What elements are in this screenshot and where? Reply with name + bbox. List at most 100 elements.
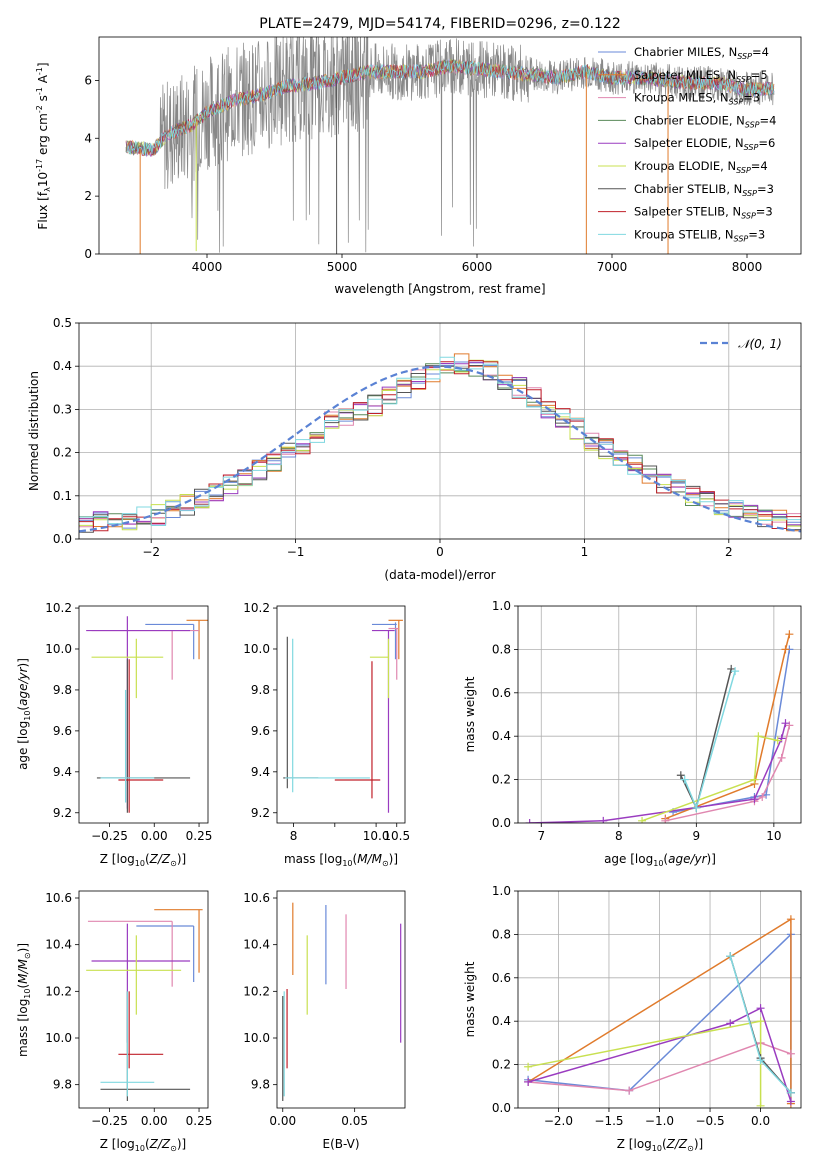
x-axis-label: (data-model)/error: [384, 568, 495, 582]
plot-area-z-age: [86, 616, 208, 813]
weight-series-line: [528, 1042, 792, 1092]
y-tick-label: 10.6: [45, 891, 72, 905]
x-tick-label: 0.00: [269, 1114, 296, 1128]
weight-series-line: [641, 735, 778, 822]
weight-point-marker: [785, 630, 794, 639]
y-tick-label: 9.2: [53, 806, 72, 820]
y-tick-label: 0.2: [492, 1058, 511, 1072]
chart-title: PLATE=2479, MJD=54174, FIBERID=0296, z=0…: [259, 16, 621, 32]
y-tick-label: 1.0: [492, 884, 511, 898]
legend-entry-label: Salpeter STELIB, NSSP=3: [634, 205, 773, 221]
weight-point-marker: [638, 816, 647, 823]
y-tick-label: 9.8: [53, 683, 72, 697]
weight-point-marker: [599, 816, 608, 823]
x-tick-label: −0.5: [695, 1114, 724, 1128]
y-axis-label: mass weight: [463, 961, 477, 1037]
y-tick-label: 0.0: [492, 1101, 511, 1115]
axes-frame: [517, 890, 802, 1109]
y-tick-label: 10.4: [243, 938, 270, 952]
weight-point-marker: [756, 1017, 765, 1026]
y-tick-label: 0.3: [53, 402, 72, 416]
x-axis-label: Z [log10(Z/Z⊙)]: [617, 1137, 703, 1153]
y-axis-label: age [log10(age/yr)]: [16, 658, 32, 770]
legend-entry-label: Kroupa STELIB, NSSP=3: [634, 227, 765, 243]
y-tick-label: 10.4: [45, 938, 72, 952]
chart-z-age: −0.25 0.00 0.25 9.2 9.4 9.6 9.8 10.0 10.2 Z [log1…: [16, 601, 212, 868]
axes-frame: [276, 890, 406, 1109]
legend-entry-label: Chabrier ELODIE, NSSP=4: [634, 113, 776, 129]
weight-point-marker: [750, 775, 759, 784]
weight-point-marker: [786, 1097, 795, 1106]
y-tick-label: 10.2: [45, 984, 72, 998]
x-tick-label: 10.0: [363, 829, 390, 843]
y-tick-label: 0.2: [53, 446, 72, 460]
normal-curve: [79, 365, 801, 533]
x-axis-label: mass [log10(M/M⊙)]: [284, 852, 398, 868]
legend-entry-label: Salpeter MILES, NSSP=5: [634, 68, 768, 84]
y-tick-label: 9.6: [251, 724, 270, 738]
weight-series-line: [665, 634, 791, 820]
residual-histogram: [79, 356, 801, 526]
y-tick-label: 9.6: [53, 724, 72, 738]
x-tick-label: 1: [581, 545, 589, 559]
x-tick-label: 0.0: [751, 1114, 770, 1128]
weight-point-marker: [758, 792, 767, 801]
weight-point-marker: [524, 1062, 533, 1071]
y-tick-label: 0.4: [53, 359, 72, 373]
y-tick-label: 9.2: [251, 806, 270, 820]
y-tick-label: 9.8: [251, 683, 270, 697]
x-tick-label: 6000: [462, 260, 493, 274]
x-tick-label: −1.0: [645, 1114, 674, 1128]
y-tick-label: 9.4: [251, 765, 270, 779]
legend-entry-label: Kroupa ELODIE, NSSP=4: [634, 159, 768, 175]
y-tick-label: 10.0: [45, 1031, 72, 1045]
x-tick-label: 4000: [192, 260, 223, 274]
weight-series-line: [527, 1020, 762, 1106]
y-tick-label: 0.8: [492, 927, 511, 941]
x-tick-label: 8: [615, 829, 623, 843]
model-spectrum-line: [125, 59, 775, 157]
axes-frame: [276, 605, 406, 824]
x-tick-label: −1.5: [594, 1114, 623, 1128]
x-tick-label: 0: [436, 545, 444, 559]
weight-series-line: [529, 723, 787, 823]
plot-area-z-mass: [86, 909, 203, 1101]
x-axis-label: wavelength [Angstrom, rest frame]: [334, 282, 545, 296]
y-tick-label: 0.8: [492, 642, 511, 656]
weight-point-marker: [777, 734, 786, 743]
y-tick-label: 0.4: [492, 729, 511, 743]
axes-frame: [78, 605, 209, 824]
legend-entry-label: Salpeter ELODIE, NSSP=6: [634, 136, 775, 152]
weight-point-marker: [756, 1056, 765, 1065]
x-tick-label: 8: [290, 829, 298, 843]
y-tick-label: 9.8: [53, 1078, 72, 1092]
x-tick-label: 0.00: [141, 1114, 168, 1128]
weight-point-marker: [786, 915, 795, 924]
y-tick-label: 0.1: [53, 489, 72, 503]
axes-frame: [78, 322, 802, 540]
y-axis-label: mass weight: [463, 676, 477, 752]
weight-point-marker: [680, 775, 689, 784]
weight-point-marker: [786, 1088, 795, 1097]
x-tick-label: 10.5: [383, 829, 410, 843]
y-tick-label: 0.0: [53, 532, 72, 546]
weight-point-marker: [756, 1004, 765, 1013]
y-tick-label: 10.2: [243, 601, 270, 615]
y-axis-label: Normed distribution: [27, 371, 41, 491]
y-tick-label: 4: [84, 131, 92, 145]
axes-frame: [517, 605, 802, 824]
x-tick-label: 10: [766, 829, 781, 843]
weight-point-marker: [727, 664, 736, 673]
plot-area-z-weight: [518, 891, 801, 1108]
y-tick-label: 10.0: [243, 1031, 270, 1045]
y-tick-label: 10.0: [45, 642, 72, 656]
weight-series-line: [527, 1007, 792, 1102]
weight-point-marker: [676, 771, 685, 780]
y-tick-label: 9.8: [251, 1078, 270, 1092]
legend-entry-label: Chabrier MILES, NSSP=4: [634, 45, 769, 61]
chart-age-weight: 7 8 9 10 0.0 0.2 0.4 0.6 0.8 1.0 mass weight age [l…: [463, 599, 802, 868]
y-tick-label: 0.0: [492, 816, 511, 830]
y-axis-label: Flux [fλ10-17 erg cm-2 s-1 A-1]: [35, 62, 52, 229]
weight-point-marker: [625, 1086, 634, 1095]
y-tick-label: 9.4: [53, 765, 72, 779]
